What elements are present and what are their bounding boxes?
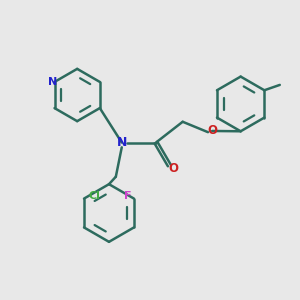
Text: F: F xyxy=(124,191,131,201)
Text: O: O xyxy=(169,162,178,175)
Text: O: O xyxy=(208,124,218,137)
Text: N: N xyxy=(117,136,127,149)
Text: N: N xyxy=(48,77,58,87)
Text: Cl: Cl xyxy=(88,191,101,201)
